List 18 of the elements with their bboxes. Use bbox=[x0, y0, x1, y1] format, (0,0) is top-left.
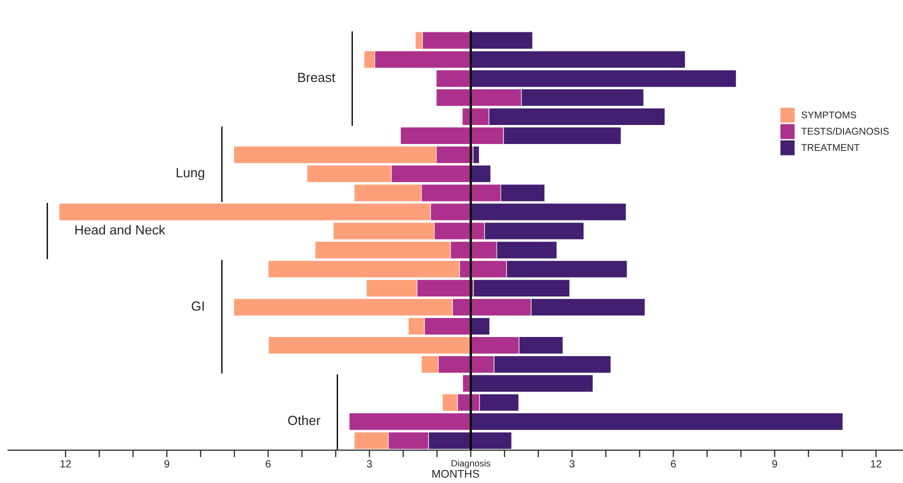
y-tick-label: Other bbox=[288, 415, 320, 426]
x-tick-label: 6 bbox=[671, 460, 676, 468]
x-tick-label: 3 bbox=[570, 460, 575, 468]
legend-label: SYMPTOMS bbox=[802, 111, 856, 118]
x-tick-label: 12 bbox=[60, 460, 71, 468]
x-tick-label: 9 bbox=[164, 460, 170, 468]
y-tick-label: Head and Neck bbox=[75, 224, 166, 235]
legend-label: TESTS/DIAGNOSIS bbox=[801, 128, 889, 135]
x-tick-label: 3 bbox=[366, 460, 372, 468]
legend-label: TREATMENT bbox=[801, 144, 860, 151]
x-axis-title: MONTHS bbox=[432, 470, 480, 478]
y-tick-label: Lung bbox=[176, 168, 204, 180]
x-tick-label: Diagnosis bbox=[452, 460, 490, 468]
x-tick-label: 12 bbox=[870, 460, 882, 468]
y-tick-label: Breast bbox=[298, 72, 336, 82]
x-tick-label: 9 bbox=[772, 460, 778, 468]
x-tick-label: 6 bbox=[266, 460, 271, 468]
y-tick-label: GI bbox=[192, 301, 204, 311]
